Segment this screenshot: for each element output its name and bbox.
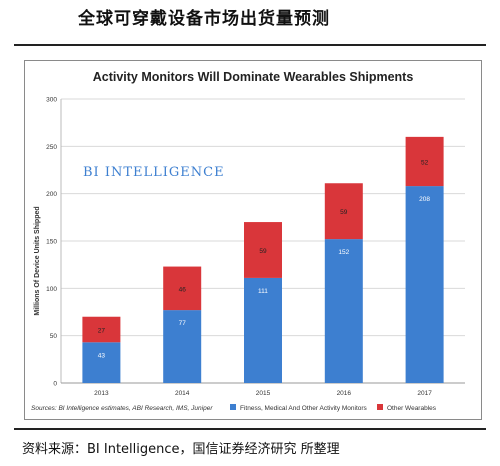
top-divider	[14, 44, 486, 46]
bar-value-label: 52	[421, 159, 429, 166]
bar-segment	[405, 186, 444, 383]
bar-segment	[163, 266, 202, 311]
y-tick-label: 300	[46, 97, 57, 104]
y-tick-label: 100	[46, 286, 57, 293]
y-tick-label: 200	[46, 191, 57, 198]
legend-label: Other Wearables	[387, 405, 437, 412]
legend-swatch	[377, 404, 383, 410]
legend-swatch	[230, 404, 236, 410]
source-text: 资料来源：BI Intelligence，国信证券经济研究 所整理	[22, 442, 340, 457]
bar-value-label: 43	[98, 352, 106, 359]
x-tick-label: 2013	[94, 390, 109, 397]
chart-title: Activity Monitors Will Dominate Wearable…	[93, 70, 414, 84]
bar-value-label: 152	[338, 249, 349, 256]
legend: Fitness, Medical And Other Activity Moni…	[230, 404, 437, 412]
source-note: Sources: BI Intelligence estimates, ABI …	[31, 405, 213, 412]
y-tick-label: 0	[53, 381, 57, 388]
bar-segment	[405, 136, 444, 187]
bar-value-label: 208	[419, 196, 430, 203]
bar-value-label: 77	[179, 320, 187, 327]
chart-container: Activity Monitors Will Dominate Wearable…	[24, 60, 482, 420]
bar-value-label: 111	[258, 288, 268, 295]
bar-value-label: 27	[98, 328, 106, 335]
page-title: 全球可穿戴设备市场出货量预测	[78, 9, 330, 29]
bar-segment	[244, 277, 282, 383]
y-tick-label: 150	[46, 239, 57, 246]
watermark-logo: BI INTELLIGENCE	[83, 165, 225, 180]
bar-segment	[244, 222, 282, 278]
bar-segment	[82, 316, 121, 343]
y-tick-label: 50	[50, 333, 58, 340]
bar-value-label: 59	[259, 248, 267, 255]
bar-segment	[163, 310, 202, 383]
bar-segment	[324, 183, 363, 240]
x-tick-label: 2016	[337, 390, 352, 397]
x-tick-label: 2015	[256, 390, 271, 397]
y-axis-label: Millions Of Device Units Shipped	[34, 206, 41, 315]
x-axis: 2013 2014 2015 2016 2017	[94, 390, 432, 397]
bar-segment	[82, 342, 121, 383]
bar-value-label: 59	[340, 209, 348, 216]
bar-segment	[324, 239, 363, 383]
chart-svg: Activity Monitors Will Dominate Wearable…	[31, 70, 465, 412]
x-tick-label: 2014	[175, 390, 190, 397]
bars: 43 27 77 46 111 59 152 59 208 52	[82, 136, 444, 383]
y-tick-label: 250	[46, 144, 57, 151]
x-tick-label: 2017	[417, 390, 432, 397]
bar-value-label: 46	[179, 286, 187, 293]
bottom-divider	[14, 428, 486, 430]
legend-label: Fitness, Medical And Other Activity Moni…	[240, 405, 368, 412]
y-axis: 0 50 100 150 200 250 300	[46, 97, 57, 388]
